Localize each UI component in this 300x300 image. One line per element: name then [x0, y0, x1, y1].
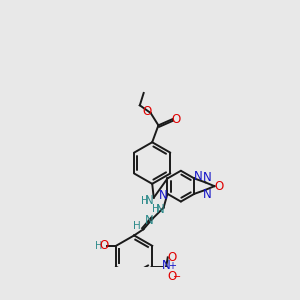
Text: N: N	[203, 188, 212, 201]
Text: O: O	[100, 239, 109, 252]
Text: N: N	[162, 259, 171, 272]
Text: H: H	[152, 204, 160, 214]
Text: N: N	[194, 170, 203, 183]
Text: H: H	[141, 196, 148, 206]
Text: N: N	[156, 203, 165, 216]
Text: +: +	[168, 261, 176, 271]
Text: N: N	[145, 214, 154, 226]
Text: N: N	[203, 171, 212, 184]
Text: O: O	[167, 270, 176, 283]
Text: O: O	[214, 180, 224, 193]
Text: N: N	[145, 194, 154, 207]
Text: O: O	[167, 251, 176, 264]
Text: O: O	[172, 113, 181, 126]
Text: H: H	[134, 221, 141, 231]
Text: H: H	[95, 241, 103, 251]
Text: O: O	[142, 105, 152, 118]
Text: −: −	[173, 272, 181, 282]
Text: N: N	[159, 189, 168, 202]
